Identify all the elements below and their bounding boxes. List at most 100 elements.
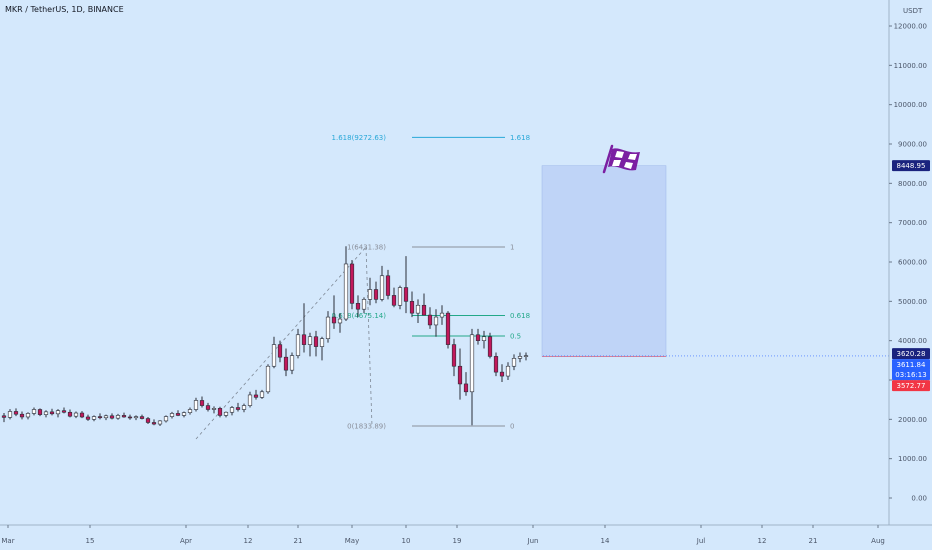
flag-pole	[602, 144, 614, 174]
candle-body	[121, 415, 127, 418]
bear-candle	[1, 413, 7, 423]
candle-body	[193, 400, 199, 410]
price-tag-last-bg	[892, 359, 930, 371]
bull-candle	[133, 415, 139, 421]
y-tick-label: 12000.00	[894, 23, 927, 31]
candle-body	[97, 416, 103, 419]
x-tick-label: 19	[453, 537, 462, 545]
fib-right-label: 0.618	[510, 312, 530, 320]
bull-candle	[415, 299, 421, 323]
bull-candle	[163, 415, 169, 423]
candle-body	[355, 302, 361, 310]
candle-body	[289, 355, 295, 371]
bull-candle	[211, 406, 217, 414]
candle-body	[343, 263, 349, 320]
candle-body	[19, 413, 25, 418]
bull-candle	[379, 265, 385, 302]
candle-body	[79, 412, 85, 418]
bear-candle	[457, 348, 463, 400]
bull-candle	[511, 354, 517, 371]
bull-candle	[289, 352, 295, 375]
x-tick-label: Aug	[871, 537, 885, 545]
candle-body	[457, 365, 463, 385]
candle-body	[379, 275, 385, 300]
candle-body	[397, 287, 403, 306]
bull-candle	[469, 328, 475, 426]
price-tag-countdown-bg	[892, 369, 930, 381]
candle-body	[451, 344, 457, 367]
bear-candle	[421, 293, 427, 316]
bull-candle	[265, 364, 271, 394]
bear-candle	[85, 414, 91, 421]
fib-levels-layer: 1.618 1.618(9272.63) 1 1(6431.38) 0.618 0.618…	[332, 134, 531, 431]
candle-body	[25, 413, 31, 418]
candle-body	[433, 316, 439, 326]
bear-candle	[151, 419, 157, 426]
x-tick-label: 21	[294, 537, 303, 545]
fib-right-label: 0	[510, 423, 514, 431]
candle-body	[223, 411, 229, 416]
y-tick-label: 6000.00	[898, 259, 927, 267]
bear-candle	[301, 303, 307, 353]
bull-candle	[307, 332, 313, 357]
bull-candle	[157, 420, 163, 427]
bear-candle	[37, 408, 43, 417]
bear-candle	[445, 311, 451, 349]
candle-body	[13, 411, 19, 415]
candle-body	[169, 413, 175, 417]
price-tag-last-text: 3611.84	[897, 361, 926, 369]
candle-body	[253, 394, 259, 398]
candles-layer	[1, 246, 529, 427]
candle-body	[181, 412, 187, 416]
bull-candle	[397, 285, 403, 310]
price-tag-last: 3611.84	[892, 359, 930, 371]
bear-candle	[205, 402, 211, 412]
candle-body	[361, 299, 367, 310]
candle-body	[487, 336, 493, 357]
bull-candle	[43, 410, 49, 418]
y-tick-label: 5000.00	[898, 298, 927, 306]
bull-candle	[193, 397, 199, 412]
candle-body	[85, 416, 91, 420]
price-tag-high: 3620.28	[892, 348, 930, 360]
candle-body	[271, 344, 277, 367]
bull-candle	[367, 277, 373, 306]
bull-candle	[91, 415, 97, 422]
y-tick-label: 4000.00	[898, 337, 927, 345]
candle-body	[505, 365, 511, 377]
bear-candle	[19, 411, 25, 420]
price-tag-countdown: 03:16:13	[892, 369, 930, 381]
fib-retrace-line	[365, 247, 373, 427]
candle-body	[49, 411, 55, 415]
candle-body	[127, 416, 133, 419]
candle-body	[115, 415, 121, 419]
bear-candle	[349, 260, 355, 310]
candle-body	[469, 334, 475, 393]
target-zone-box[interactable]	[541, 165, 667, 357]
candle-body	[163, 416, 169, 422]
x-tick-label: 12	[244, 537, 253, 545]
bear-candle	[391, 287, 397, 308]
y-tick-label: 8000.00	[898, 180, 927, 188]
bear-candle	[217, 406, 223, 418]
price-tag-countdown-text: 03:16:13	[895, 371, 926, 379]
candle-body	[475, 334, 481, 341]
bull-candle	[343, 246, 349, 321]
bull-candle	[481, 330, 487, 349]
fib-right-label: 1	[510, 244, 514, 252]
bear-candle	[13, 408, 19, 417]
bull-candle	[7, 409, 13, 420]
candle-body	[43, 411, 49, 415]
candle-body	[463, 383, 469, 393]
bear-candle	[313, 330, 319, 357]
candle-body	[139, 416, 145, 419]
y-tick-label: 11000.00	[894, 62, 927, 70]
candle-body	[331, 316, 337, 324]
candle-body	[199, 400, 205, 406]
bull-candle	[55, 409, 61, 418]
candle-body	[265, 365, 271, 393]
candle-body	[283, 356, 289, 371]
candle-body	[415, 304, 421, 314]
